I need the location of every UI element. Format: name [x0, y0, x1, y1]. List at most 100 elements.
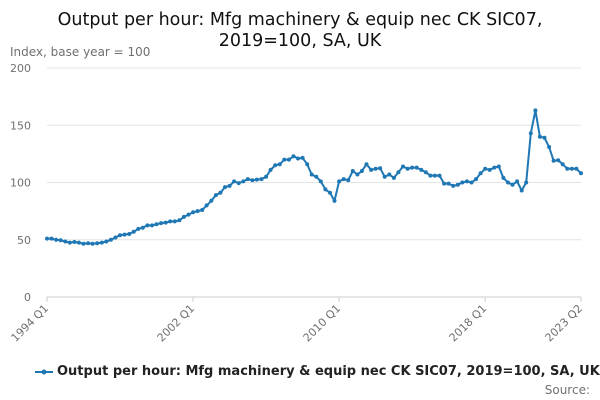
data-point	[163, 220, 168, 225]
chart-title-line-2: 2019=100, SA, UK	[218, 31, 382, 51]
data-point	[305, 162, 310, 167]
data-point	[181, 214, 186, 219]
data-point	[378, 166, 383, 171]
y-tick-label: 50	[17, 234, 31, 247]
data-point	[423, 170, 428, 175]
data-point	[387, 172, 392, 177]
data-point	[323, 187, 328, 192]
y-tick-label: 0	[24, 291, 31, 304]
y-tick-label: 200	[10, 62, 31, 75]
data-point	[154, 222, 159, 227]
data-point	[382, 174, 387, 179]
data-point	[218, 190, 223, 195]
data-point	[391, 175, 396, 180]
legend-swatch	[35, 369, 53, 374]
data-point	[350, 169, 355, 173]
data-point	[446, 181, 451, 186]
legend: Output per hour: Mfg machinery & equip n…	[35, 364, 600, 379]
y-tick-label: 150	[10, 119, 31, 132]
data-point	[533, 108, 538, 113]
data-point	[515, 179, 520, 184]
data-point	[95, 241, 100, 246]
data-point	[227, 183, 232, 188]
data-point	[268, 167, 273, 172]
data-point	[286, 157, 291, 162]
x-tick-label: 2018 Q1	[447, 302, 490, 345]
data-point	[131, 229, 136, 234]
data-points	[45, 108, 583, 246]
data-point	[373, 166, 378, 171]
data-point	[396, 170, 401, 175]
data-point	[560, 162, 565, 167]
data-point	[136, 226, 141, 231]
data-point	[537, 134, 542, 139]
data-point	[442, 181, 447, 186]
data-point	[209, 198, 214, 203]
data-point	[159, 221, 164, 226]
data-point	[574, 166, 579, 171]
data-point	[556, 158, 561, 163]
data-point	[204, 203, 209, 208]
chart-title-line-1: Output per hour: Mfg machinery & equip n…	[57, 10, 543, 30]
y-tick-label: 100	[10, 177, 31, 190]
data-point	[419, 167, 424, 172]
data-point	[432, 173, 437, 178]
data-point	[346, 178, 351, 183]
data-point	[122, 232, 127, 237]
data-point	[528, 131, 533, 136]
data-point	[428, 173, 433, 178]
data-point	[250, 178, 255, 183]
data-point	[273, 163, 278, 168]
data-point	[492, 165, 497, 170]
data-point	[291, 154, 296, 159]
x-tick-label: 2010 Q1	[301, 302, 344, 345]
legend-label: Output per hour: Mfg machinery & equip n…	[57, 364, 600, 379]
data-point	[314, 174, 319, 179]
data-point	[86, 241, 91, 246]
data-point	[172, 219, 177, 224]
data-point	[359, 169, 364, 173]
data-point	[264, 174, 269, 179]
data-point	[496, 164, 501, 169]
data-point	[186, 212, 191, 217]
data-point	[355, 172, 360, 177]
data-point	[364, 162, 369, 167]
data-point	[410, 165, 415, 170]
data-point	[236, 181, 241, 186]
data-point	[168, 219, 173, 224]
data-point	[67, 240, 72, 245]
source-label: Source:	[544, 383, 590, 397]
data-point	[76, 240, 81, 245]
data-point	[510, 182, 515, 187]
data-point	[565, 166, 570, 171]
data-point	[551, 158, 556, 163]
gridlines	[47, 67, 581, 298]
x-tick-label: 1994 Q1	[9, 302, 52, 345]
data-point	[195, 209, 200, 214]
data-point	[542, 135, 547, 140]
data-point	[108, 237, 113, 242]
data-point	[296, 156, 300, 161]
data-point	[45, 236, 49, 241]
data-point	[254, 177, 259, 182]
data-point	[460, 180, 465, 185]
data-point	[437, 173, 442, 178]
data-point	[81, 241, 86, 246]
y-tick-labels: 0 50 100 150 200	[10, 62, 31, 304]
data-point	[309, 172, 314, 177]
x-axis	[46, 296, 582, 302]
series-line	[47, 110, 582, 245]
data-point	[318, 179, 323, 184]
data-point	[277, 162, 282, 167]
data-point	[58, 238, 63, 243]
data-point	[282, 157, 287, 162]
data-point	[469, 180, 474, 185]
data-point	[569, 166, 574, 171]
data-point	[474, 177, 478, 182]
data-point	[90, 241, 95, 246]
data-point	[414, 165, 419, 170]
x-tick-labels: 1994 Q1 2002 Q1 2010 Q1 2018 Q1 2023 Q2	[9, 302, 586, 345]
data-point	[99, 240, 104, 245]
data-point	[191, 210, 196, 215]
